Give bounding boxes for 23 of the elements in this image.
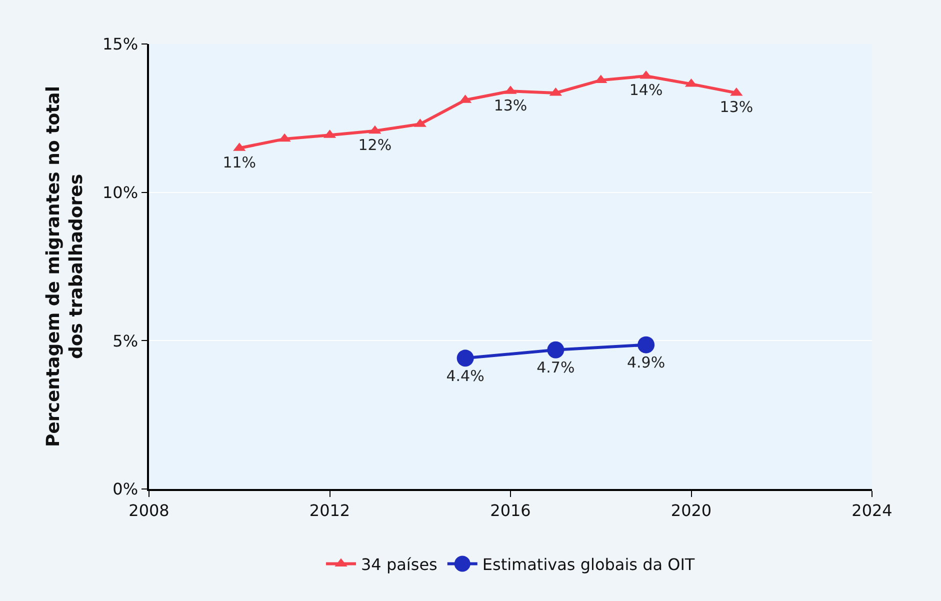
data-label: 4.9% <box>627 354 666 372</box>
y-tick-label: 10% <box>102 182 138 202</box>
y-tick-label: 5% <box>112 331 138 350</box>
data-label: 4.4% <box>446 367 484 386</box>
point <box>456 350 474 367</box>
point <box>638 336 655 354</box>
data-label: 11% <box>222 153 256 172</box>
data-label: 13% <box>494 96 528 114</box>
data-label: 4.7% <box>536 358 575 377</box>
data-label: 12% <box>358 136 392 154</box>
y-tick-label: 15% <box>102 34 138 54</box>
legend-label: Estimativas globais da OIT <box>482 554 695 574</box>
data-label: 13% <box>720 98 754 116</box>
data-label: 14% <box>629 81 663 100</box>
x-tick-label: 2020 <box>670 500 712 520</box>
legend-label: 34 países <box>361 554 438 574</box>
y-axis-title: Percentagem de migrantes no total dos trabalhadores <box>42 86 88 447</box>
x-tick-label: 2008 <box>128 500 170 520</box>
point <box>547 341 564 358</box>
x-tick-label: 2012 <box>309 500 350 520</box>
x-tick-label: 2016 <box>490 500 531 520</box>
x-tick-label: 2024 <box>852 500 892 520</box>
y-tick-label: 0% <box>112 480 138 499</box>
